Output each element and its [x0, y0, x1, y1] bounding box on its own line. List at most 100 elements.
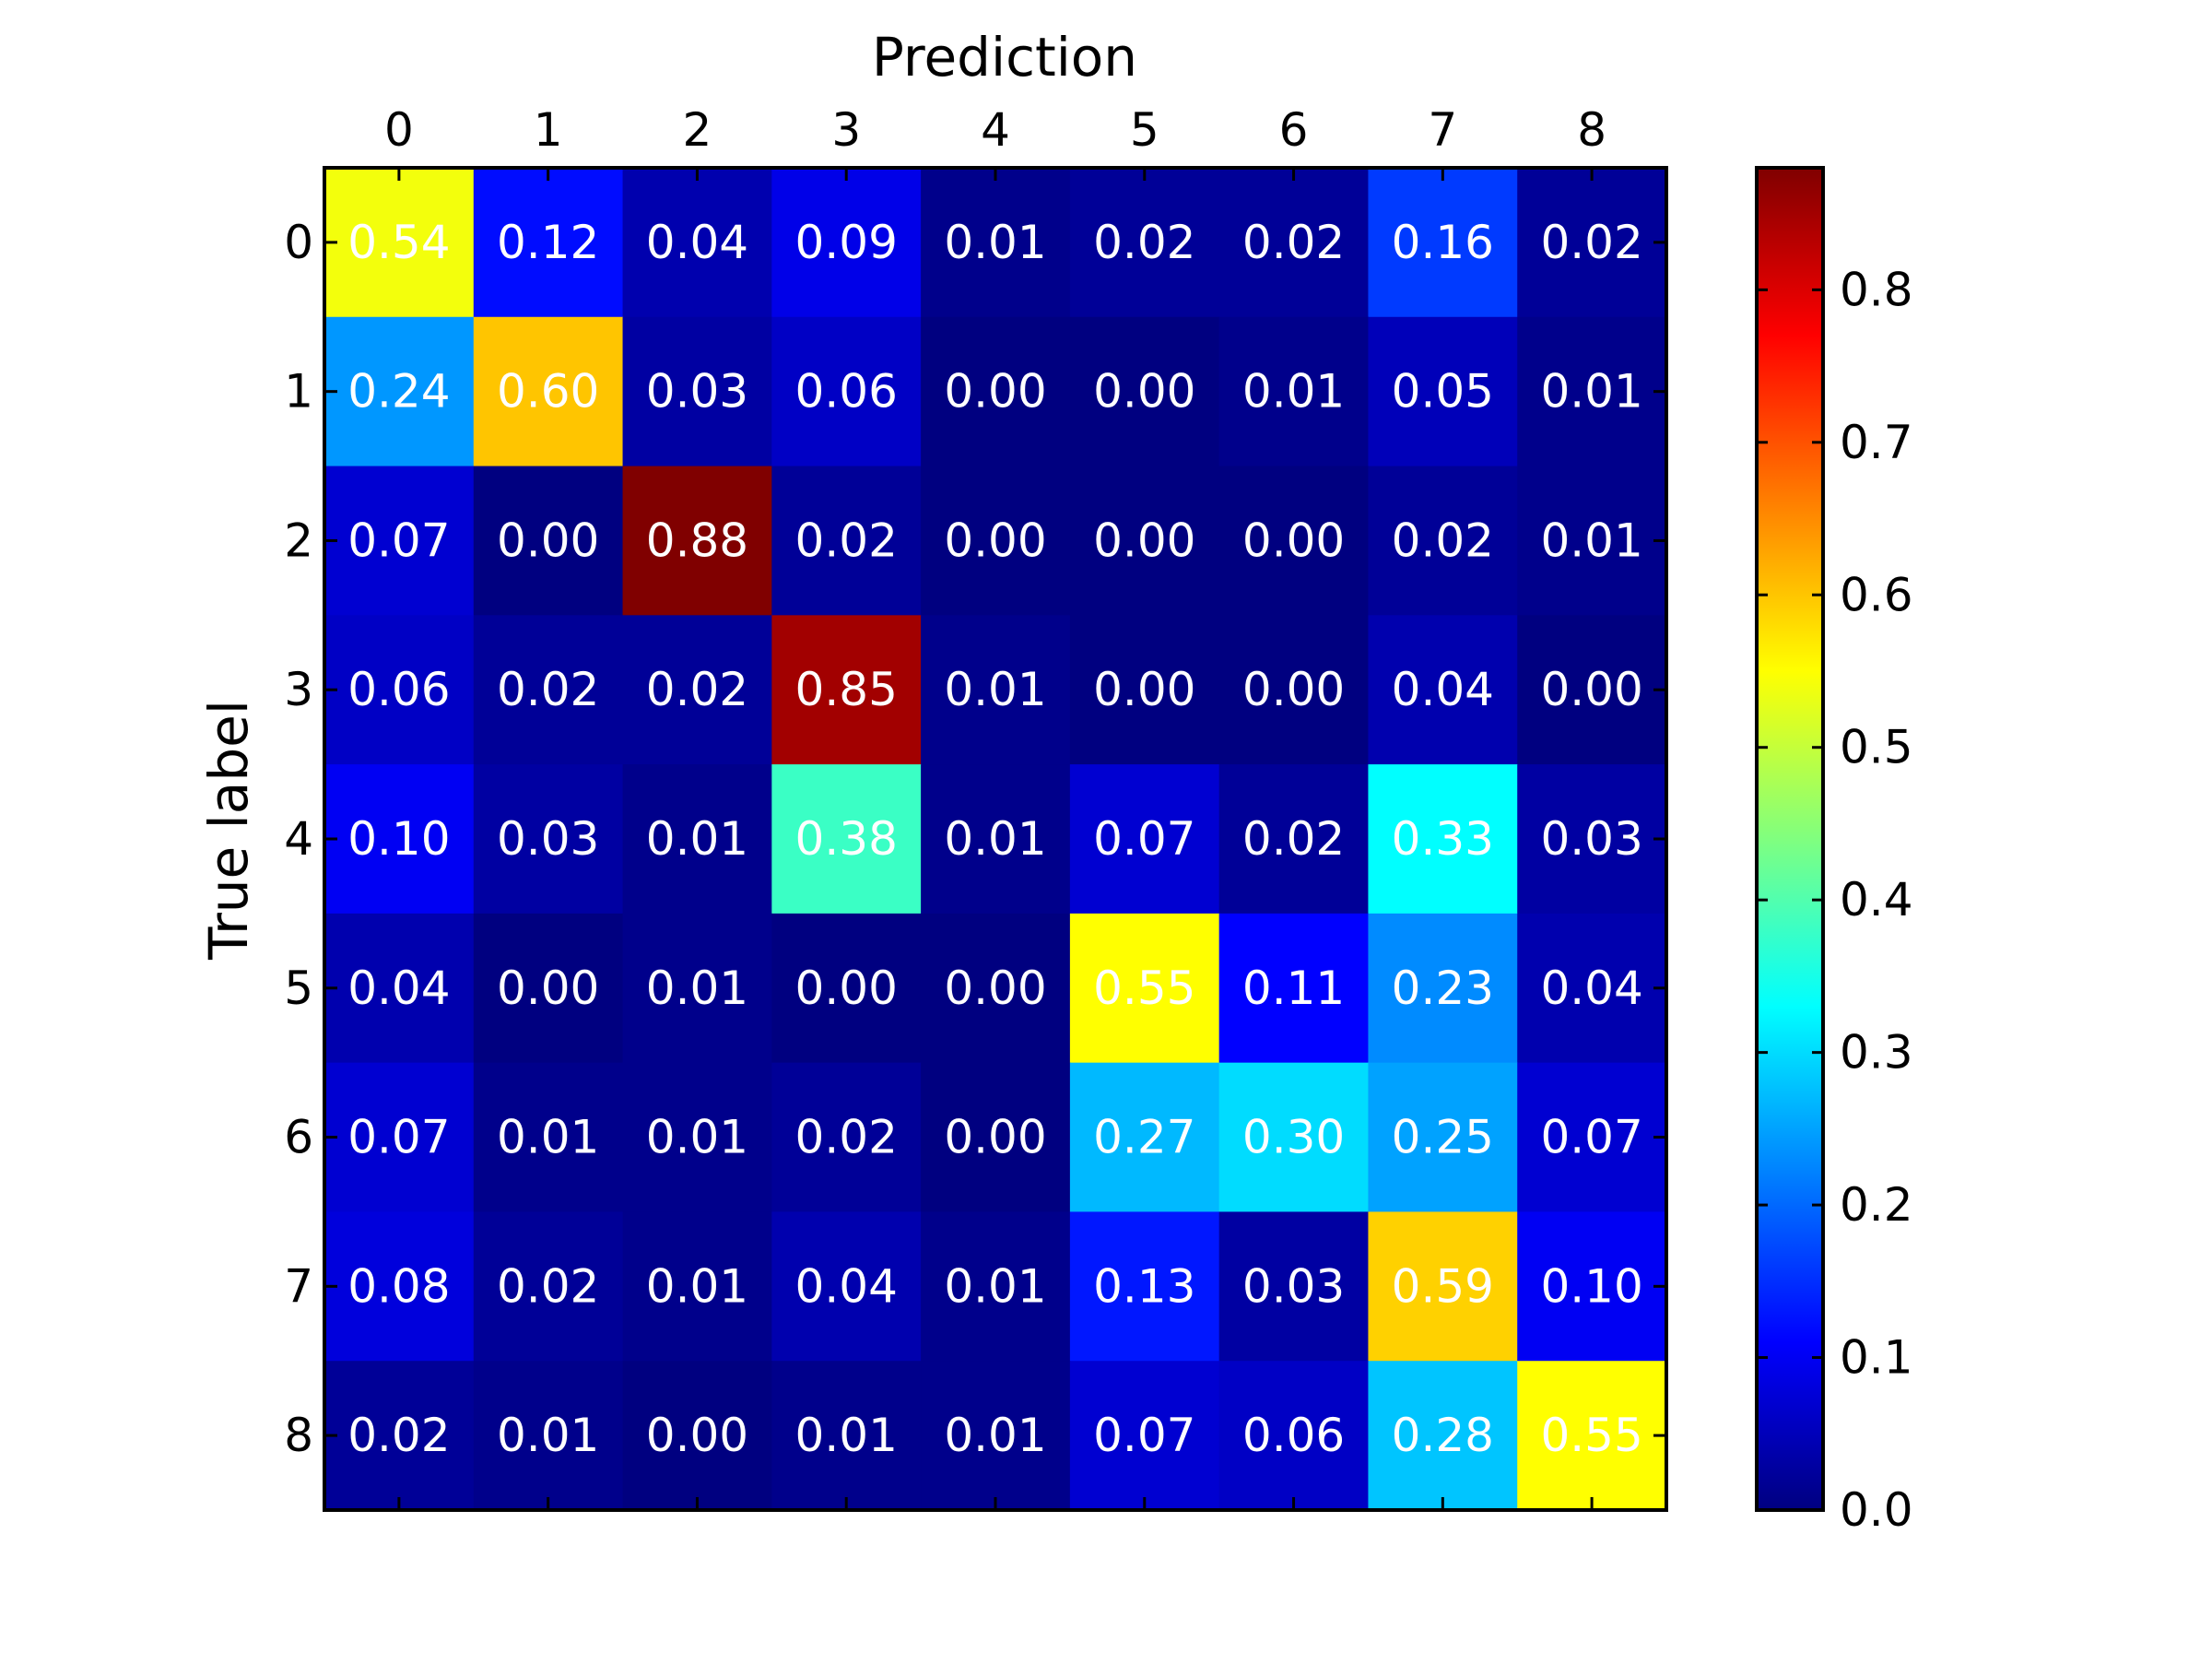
- cell-value-label: 0.00: [944, 1111, 1046, 1164]
- y-axis-title: True label: [197, 700, 260, 961]
- heatmap-cell: [1517, 764, 1667, 915]
- heatmap-cell: [1069, 1361, 1220, 1511]
- cell-value-label: 0.55: [1093, 962, 1195, 1015]
- heatmap-cell: [1069, 168, 1220, 318]
- cell-value-label: 0.02: [1540, 216, 1642, 269]
- x-tick-label: 5: [1130, 103, 1159, 157]
- cell-value-label: 0.33: [1392, 812, 1494, 866]
- cell-value-label: 0.00: [1093, 365, 1195, 419]
- cell-value-label: 0.06: [1242, 1409, 1345, 1462]
- heatmap-cell: [622, 466, 772, 616]
- heatmap-cell: [1218, 764, 1370, 915]
- cell-value-label: 0.38: [795, 812, 898, 866]
- heatmap-cell: [324, 1211, 475, 1362]
- x-tick-label: 4: [981, 103, 1010, 157]
- y-tick-label: 8: [284, 1409, 313, 1462]
- heatmap-cell: [1368, 168, 1518, 318]
- colorbar-tick-label: 0.0: [1840, 1483, 1913, 1537]
- heatmap-cell: [921, 466, 1071, 616]
- cell-value-label: 0.01: [646, 1111, 748, 1164]
- cell-value-label: 0.00: [1242, 513, 1345, 567]
- heatmap-cell: [1218, 466, 1370, 616]
- x-tick-label: 3: [831, 103, 861, 157]
- x-axis-title: Prediction: [872, 26, 1137, 89]
- cell-value-label: 0.27: [1093, 1111, 1195, 1164]
- heatmap-cell: [622, 168, 772, 318]
- heatmap-cell: [1368, 1211, 1518, 1362]
- heatmap-cell: [921, 615, 1071, 765]
- cell-value-label: 0.02: [795, 1111, 898, 1164]
- heatmap-cell: [1517, 615, 1667, 765]
- cell-value-label: 0.01: [497, 1111, 599, 1164]
- y-tick-label: 7: [284, 1259, 313, 1313]
- heatmap-cell: [771, 913, 922, 1064]
- heatmap-cell: [324, 316, 475, 467]
- cell-value-label: 0.30: [1242, 1111, 1345, 1164]
- cell-value-label: 0.00: [795, 962, 898, 1015]
- colorbar-tick-label: 0.7: [1840, 416, 1913, 469]
- heatmap-cell: [1517, 1062, 1667, 1213]
- heatmap-cell: [622, 913, 772, 1064]
- heatmap-cell: [473, 168, 624, 318]
- heatmap-cell: [1069, 1062, 1220, 1213]
- heatmap-cell: [1368, 764, 1518, 915]
- heatmap-cell: [622, 1062, 772, 1213]
- heatmap-cell: [1517, 1211, 1667, 1362]
- heatmap-cell: [1069, 764, 1220, 915]
- cell-value-label: 0.01: [1540, 513, 1642, 567]
- heatmap-cell: [921, 316, 1071, 467]
- heatmap-cell: [622, 1211, 772, 1362]
- cell-value-label: 0.00: [1093, 513, 1195, 567]
- cell-value-label: 0.85: [795, 663, 898, 716]
- heatmap-cell: [1517, 466, 1667, 616]
- cell-value-label: 0.00: [1540, 663, 1642, 716]
- cell-value-label: 0.00: [497, 513, 599, 567]
- cell-value-label: 0.01: [944, 663, 1046, 716]
- cell-value-label: 0.01: [944, 1259, 1046, 1313]
- cell-value-label: 0.01: [497, 1409, 599, 1462]
- cell-value-label: 0.01: [944, 1409, 1046, 1462]
- cell-value-label: 0.01: [646, 1259, 748, 1313]
- heatmap-cell: [324, 1361, 475, 1511]
- cell-value-label: 0.13: [1093, 1259, 1195, 1313]
- cell-value-label: 0.02: [1093, 216, 1195, 269]
- heatmap-cell: [1218, 913, 1370, 1064]
- y-tick-label: 2: [284, 513, 313, 567]
- heatmap-cell: [921, 1062, 1071, 1213]
- cell-value-label: 0.07: [1540, 1111, 1642, 1164]
- heatmap-cell: [1517, 168, 1667, 318]
- heatmap-cell: [1517, 913, 1667, 1064]
- heatmap-cell: [921, 913, 1071, 1064]
- heatmap-cell: [473, 913, 624, 1064]
- cell-value-label: 0.02: [1242, 216, 1345, 269]
- y-axis-ticks: 0 1 2 3 4 5 6 7 8: [284, 216, 1666, 1462]
- colorbar-tick-label: 0.2: [1840, 1178, 1913, 1232]
- cell-value-label: 0.04: [347, 962, 450, 1015]
- heatmap-cell: [324, 913, 475, 1064]
- cell-value-label: 0.02: [347, 1409, 450, 1462]
- cell-value-label: 0.59: [1392, 1259, 1494, 1313]
- y-tick-label: 6: [284, 1111, 313, 1164]
- heatmap-cell-labels: 0.54 0.12 0.04 0.09 0.01 0.02 0.02 0.16 0.02 0.24…: [347, 216, 1643, 1462]
- colorbar-tick-label: 0.3: [1840, 1026, 1913, 1080]
- cell-value-label: 0.02: [1242, 812, 1345, 866]
- cell-value-label: 0.09: [795, 216, 898, 269]
- heatmap-cell: [622, 1361, 772, 1511]
- heatmap-cells: [324, 168, 1667, 1511]
- x-tick-label: 0: [384, 103, 414, 157]
- colorbar-tick-label: 0.5: [1840, 721, 1913, 774]
- cell-value-label: 0.03: [1540, 812, 1642, 866]
- heatmap-cell: [1218, 1062, 1370, 1213]
- heatmap-cell: [473, 1211, 624, 1362]
- y-tick-label: 0: [284, 216, 313, 269]
- cell-value-label: 0.12: [497, 216, 599, 269]
- cell-value-label: 0.03: [497, 812, 599, 866]
- heatmap-cell: [771, 1062, 922, 1213]
- plot-frame: [323, 166, 1668, 1512]
- heatmap-cell: [1218, 168, 1370, 318]
- colorbar-gradient: [1755, 166, 1825, 1512]
- cell-value-label: 0.25: [1392, 1111, 1494, 1164]
- cell-value-label: 0.01: [646, 812, 748, 866]
- y-tick-label: 1: [284, 365, 313, 419]
